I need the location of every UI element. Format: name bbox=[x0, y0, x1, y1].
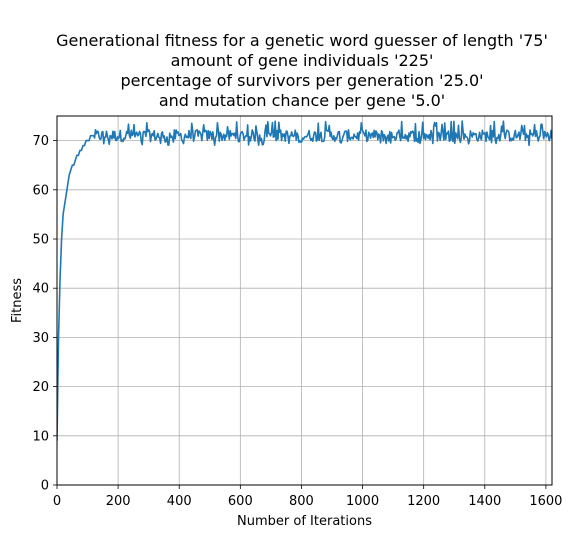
y-axis-label: Fitness bbox=[10, 278, 25, 323]
x-tick-label: 1600 bbox=[529, 494, 562, 509]
plot-area bbox=[57, 120, 552, 441]
chart-title-line-2: amount of gene individuals '225' bbox=[171, 51, 434, 70]
y-tick-label: 20 bbox=[32, 380, 49, 395]
series-line-fitness bbox=[57, 120, 552, 441]
y-tick-label: 50 bbox=[32, 233, 49, 248]
x-tick-label: 400 bbox=[167, 494, 192, 509]
x-tick-label: 1200 bbox=[407, 494, 440, 509]
chart-title: Generational fitness for a genetic word … bbox=[56, 31, 548, 110]
y-tick-label: 40 bbox=[32, 282, 49, 297]
x-tick-label: 800 bbox=[289, 494, 314, 509]
grid bbox=[56, 116, 552, 486]
y-tick-label: 0 bbox=[41, 479, 49, 494]
x-axis-label: Number of Iterations bbox=[237, 514, 372, 529]
x-tick-label: 600 bbox=[228, 494, 253, 509]
chart-title-line-1: Generational fitness for a genetic word … bbox=[56, 31, 548, 50]
x-axis: 0 200 400 600 800 1000 1200 1400 1600 bbox=[53, 485, 562, 509]
x-tick-label: 0 bbox=[53, 494, 61, 509]
y-axis: 0 10 20 30 40 50 60 70 bbox=[32, 134, 57, 494]
x-tick-label: 1400 bbox=[468, 494, 501, 509]
y-tick-label: 60 bbox=[32, 183, 49, 198]
x-tick-label: 200 bbox=[106, 494, 131, 509]
y-tick-label: 70 bbox=[32, 134, 49, 149]
y-tick-label: 30 bbox=[32, 331, 49, 346]
chart-title-line-3: percentage of survivors per generation '… bbox=[120, 71, 483, 90]
chart-title-line-4: and mutation chance per gene '5.0' bbox=[159, 91, 445, 110]
x-tick-label: 1000 bbox=[346, 494, 379, 509]
axes-frame bbox=[56, 115, 553, 486]
y-tick-label: 10 bbox=[32, 429, 49, 444]
